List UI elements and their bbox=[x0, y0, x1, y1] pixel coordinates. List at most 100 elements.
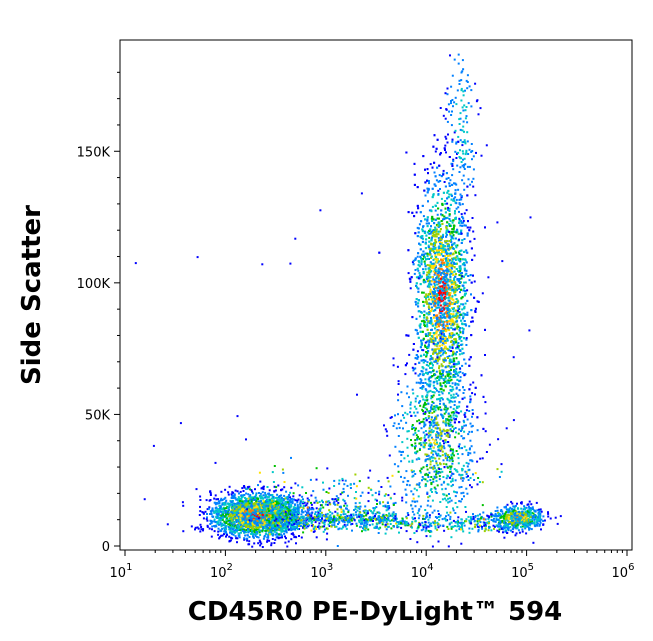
event-dot bbox=[367, 476, 370, 479]
event-dot bbox=[456, 506, 459, 509]
event-dot bbox=[231, 500, 234, 503]
event-dot bbox=[278, 524, 281, 527]
event-dot bbox=[260, 517, 263, 520]
event-dot bbox=[322, 481, 324, 484]
event-dot bbox=[542, 520, 545, 522]
event-dot bbox=[202, 512, 205, 515]
event-dot bbox=[294, 516, 297, 519]
event-dot bbox=[375, 506, 378, 509]
event-dot bbox=[285, 517, 288, 520]
event-dot bbox=[267, 536, 270, 539]
event-dot bbox=[528, 505, 530, 508]
event-dot bbox=[246, 511, 249, 514]
event-dot bbox=[454, 502, 457, 504]
event-dot bbox=[252, 535, 254, 538]
event-dot bbox=[221, 508, 224, 510]
event-dot bbox=[432, 521, 435, 524]
event-dot bbox=[530, 512, 533, 515]
event-dot bbox=[429, 535, 432, 538]
event-dot bbox=[534, 525, 537, 528]
event-dot bbox=[494, 513, 497, 515]
event-dot bbox=[275, 531, 278, 534]
event-dot bbox=[271, 532, 274, 535]
event-dot bbox=[383, 516, 386, 519]
event-dot bbox=[205, 518, 208, 521]
event-dot bbox=[476, 520, 479, 523]
event-dot bbox=[225, 516, 228, 518]
event-dot bbox=[253, 530, 256, 533]
event-dot bbox=[254, 510, 257, 513]
event-dot bbox=[224, 527, 227, 530]
event-dot bbox=[337, 501, 340, 504]
event-dot bbox=[310, 524, 313, 527]
event-dot bbox=[265, 514, 268, 517]
event-dot bbox=[245, 504, 248, 507]
event-dot bbox=[542, 523, 545, 526]
event-dot bbox=[281, 518, 284, 521]
event-dot bbox=[233, 521, 236, 523]
event-dot bbox=[387, 494, 390, 497]
event-dot bbox=[352, 517, 355, 520]
event-dot bbox=[518, 531, 521, 534]
event-dot bbox=[520, 516, 522, 519]
event-dot bbox=[333, 520, 336, 523]
event-dot bbox=[501, 520, 504, 522]
event-dot bbox=[539, 521, 542, 524]
event-dot bbox=[488, 526, 491, 529]
event-dot bbox=[347, 494, 349, 497]
event-dot bbox=[297, 510, 300, 513]
event-dot bbox=[538, 523, 541, 526]
event-dot bbox=[211, 509, 213, 512]
event-dot bbox=[338, 516, 341, 518]
event-dot bbox=[378, 521, 381, 524]
event-dot bbox=[339, 517, 342, 520]
event-dot bbox=[284, 535, 286, 538]
event-dot bbox=[258, 520, 261, 523]
event-dot bbox=[436, 528, 439, 531]
event-dot bbox=[243, 506, 246, 509]
event-dot bbox=[267, 529, 270, 532]
event-dot bbox=[217, 498, 220, 501]
event-dot bbox=[401, 517, 404, 520]
event-dot bbox=[286, 501, 289, 504]
event-dot bbox=[519, 512, 522, 514]
event-dot bbox=[535, 521, 538, 524]
event-dot bbox=[532, 515, 535, 518]
event-dot bbox=[428, 523, 431, 526]
event-dot bbox=[508, 508, 511, 510]
event-dot bbox=[241, 522, 244, 525]
event-dot bbox=[232, 497, 235, 499]
event-dot bbox=[484, 523, 487, 526]
event-dot bbox=[373, 517, 376, 520]
event-dot bbox=[477, 477, 480, 479]
event-dot bbox=[387, 508, 390, 511]
event-dot bbox=[408, 523, 411, 526]
event-dot bbox=[314, 525, 317, 528]
event-dot bbox=[294, 503, 297, 506]
event-dot bbox=[265, 500, 268, 503]
event-dot bbox=[297, 484, 300, 487]
event-dot bbox=[394, 515, 397, 518]
event-dot bbox=[240, 514, 243, 517]
event-dot bbox=[468, 519, 471, 522]
event-dot bbox=[493, 525, 496, 528]
event-dot bbox=[393, 513, 396, 516]
event-dot bbox=[516, 507, 519, 510]
event-dot bbox=[434, 522, 437, 525]
event-dot bbox=[252, 497, 255, 500]
event-dot bbox=[253, 504, 256, 507]
event-dot bbox=[449, 518, 452, 521]
event-dot bbox=[392, 511, 395, 514]
event-dot bbox=[238, 506, 241, 508]
event-dot bbox=[245, 531, 248, 534]
event-dot bbox=[264, 509, 267, 512]
event-dot bbox=[285, 490, 288, 493]
event-dot bbox=[304, 504, 306, 507]
event-dot bbox=[286, 527, 289, 530]
event-dot bbox=[313, 501, 316, 504]
event-dot bbox=[270, 528, 273, 531]
event-dot bbox=[244, 512, 247, 515]
event-dot bbox=[497, 515, 500, 518]
event-dot bbox=[283, 532, 286, 535]
event-dot bbox=[411, 526, 413, 529]
